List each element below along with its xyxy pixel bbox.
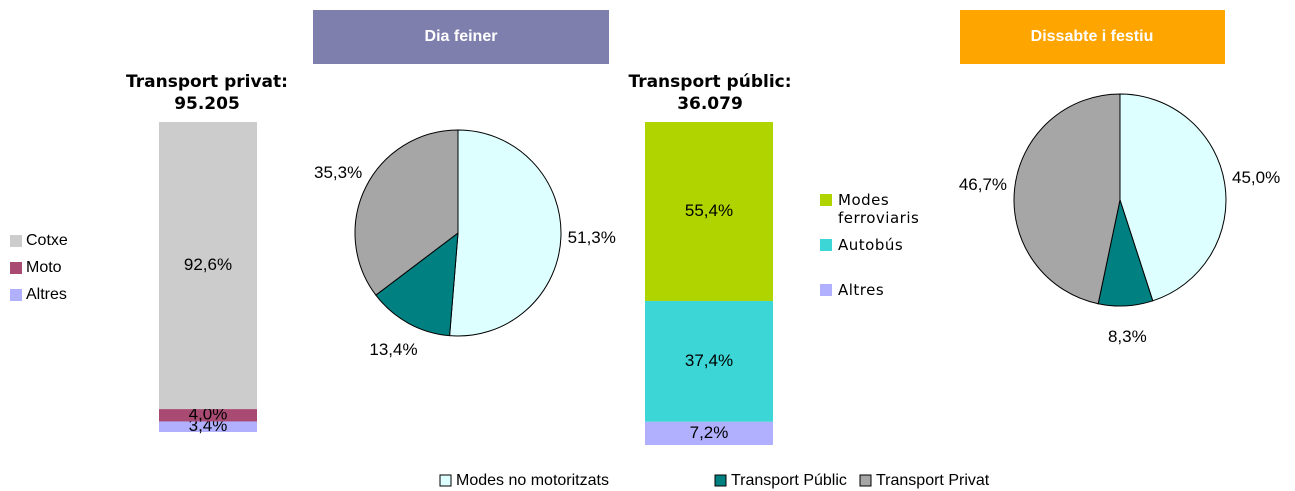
bar-segment <box>159 409 257 422</box>
legend-swatch <box>859 474 872 487</box>
header: Dia feiner <box>425 28 498 45</box>
header-box <box>960 10 1225 64</box>
legend-swatch <box>10 235 22 247</box>
value-label: 8,3% <box>1108 327 1147 346</box>
value-label: 13,4% <box>369 340 417 359</box>
legend-label: Modes ferroviaris <box>838 191 920 227</box>
pie-slice <box>1013 93 1121 305</box>
bar-segment <box>159 122 257 410</box>
legend-label: Autobús <box>838 236 904 254</box>
legend-label: Altres <box>26 286 67 303</box>
legend-label: Cotxe <box>26 232 68 249</box>
value-label: 45,0% <box>1232 168 1280 187</box>
legend-swatch <box>714 474 727 487</box>
bar-segment <box>645 122 773 301</box>
pie-slice <box>1119 93 1227 302</box>
pie-slice <box>449 129 562 337</box>
legend-label: Modes no motoritzats <box>456 472 609 489</box>
value-label: 46,7% <box>959 175 1007 194</box>
legend-label: Transport Públic <box>731 472 847 489</box>
legend-swatch <box>10 262 22 274</box>
pie-slice <box>375 231 459 337</box>
value-label: 51,3% <box>568 228 616 247</box>
bar-segment <box>645 300 773 422</box>
legend-label: Transport Privat <box>876 472 990 489</box>
pie-slice <box>354 129 459 296</box>
bar-segment <box>159 421 257 432</box>
value-label: 92,6% <box>184 255 232 274</box>
legend-swatch <box>439 474 452 487</box>
chart-title: Transport públic: <box>628 72 791 92</box>
header-box <box>313 10 609 64</box>
header: Dissabte i festiu <box>1031 28 1154 45</box>
legend-swatch <box>820 239 832 251</box>
legend-swatch <box>820 284 832 296</box>
chart-subtitle: 36.079 <box>677 94 743 114</box>
chart-subtitle: 95.205 <box>174 94 240 114</box>
value-label: 4,0% <box>189 405 228 424</box>
value-label: 7,2% <box>690 423 729 442</box>
legend-label: Altres <box>838 281 885 299</box>
value-label: 37,4% <box>685 351 733 370</box>
bar-segment <box>645 421 773 445</box>
legend-label: Moto <box>26 259 62 276</box>
legend-swatch <box>820 194 832 206</box>
value-label: 55,4% <box>685 201 733 220</box>
chart-title: Transport privat: <box>126 72 288 92</box>
legend-swatch <box>10 289 22 301</box>
value-label: 35,3% <box>314 163 362 182</box>
